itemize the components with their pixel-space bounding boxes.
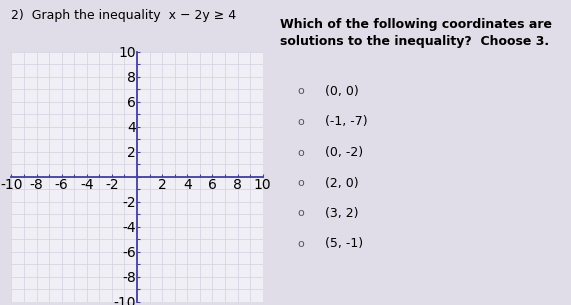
Text: o: o: [297, 117, 304, 127]
Text: o: o: [297, 148, 304, 157]
Text: o: o: [297, 239, 304, 249]
Text: 2)  Graph the inequality  x − 2y ≥ 4: 2) Graph the inequality x − 2y ≥ 4: [11, 9, 236, 22]
Text: o: o: [297, 209, 304, 218]
Text: (2, 0): (2, 0): [325, 177, 359, 189]
Text: (0, 0): (0, 0): [325, 85, 359, 98]
Text: (0, -2): (0, -2): [325, 146, 364, 159]
Text: (-1, -7): (-1, -7): [325, 116, 368, 128]
Text: o: o: [297, 178, 304, 188]
Text: Which of the following coordinates are
solutions to the inequality?  Choose 3.: Which of the following coordinates are s…: [280, 18, 552, 48]
Text: (5, -1): (5, -1): [325, 238, 364, 250]
Text: o: o: [297, 87, 304, 96]
Text: (3, 2): (3, 2): [325, 207, 359, 220]
